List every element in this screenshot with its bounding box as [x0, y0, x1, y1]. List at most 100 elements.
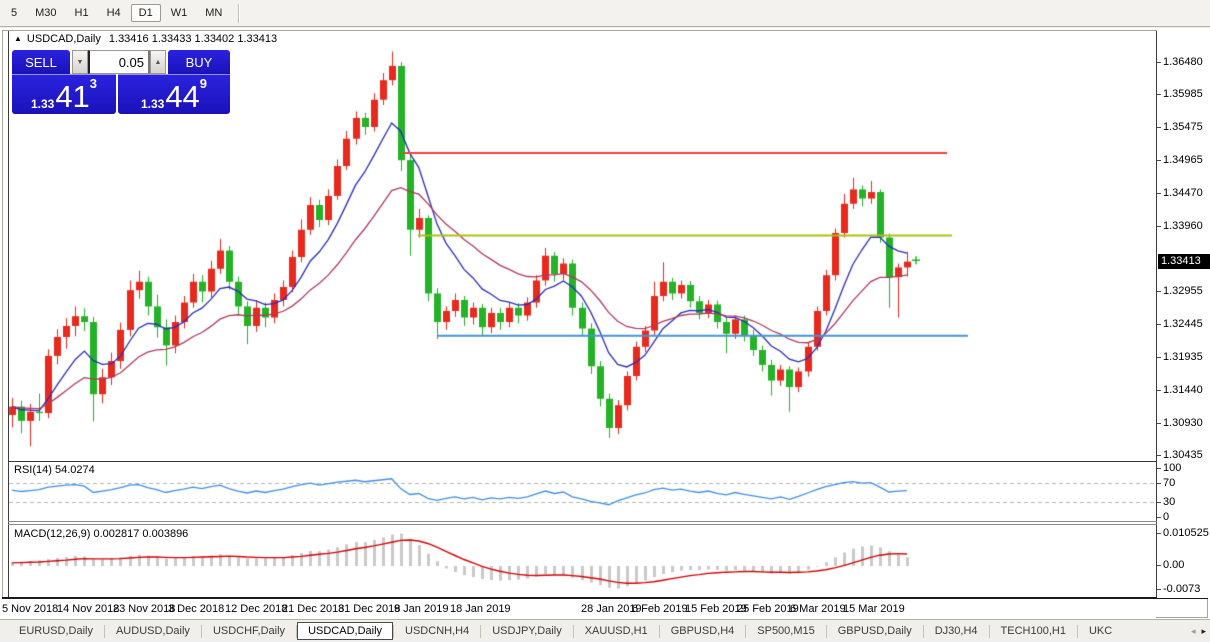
price-axis-label: 1.33960: [1163, 220, 1203, 232]
date-axis-label: 31 Dec 2018: [338, 603, 401, 615]
tab-ukc[interactable]: UKC: [1088, 625, 1113, 637]
tf-button-D1[interactable]: D1: [130, 4, 161, 22]
macd-indicator-name: MACD(12,26,9): [14, 528, 91, 540]
date-axis-label: 6 Feb 2019: [632, 603, 688, 615]
price-axis-label-tick: [1157, 357, 1161, 358]
price-axis-label-tick: [1157, 324, 1161, 325]
tf-button-H4[interactable]: H4: [106, 7, 121, 19]
buy-price-sup: 9: [199, 76, 208, 91]
tab-sp500-m15[interactable]: SP500,M15: [757, 625, 815, 637]
tab-separator: [480, 624, 482, 638]
tab-separator: [825, 624, 827, 638]
tf-button-M30[interactable]: M30: [35, 7, 57, 19]
buy-price-panel[interactable]: 1.33 44 9: [118, 74, 230, 114]
volume-input[interactable]: [88, 50, 150, 74]
chart-left-border: [8, 31, 9, 598]
price-axis-label: 1.30930: [1163, 417, 1203, 429]
price-axis-label: 1.31440: [1163, 384, 1203, 396]
macd-indicator-values: 0.002817 0.003896: [93, 528, 189, 540]
date-axis-label: 14 Nov 2018: [57, 603, 120, 615]
tab-scroll-arrows: ◂ ▸: [1191, 626, 1206, 637]
tab-eurusd-daily[interactable]: EURUSD,Daily: [19, 625, 93, 637]
price-axis-label-tick: [1157, 455, 1161, 456]
date-axis-label: 12 Dec 2018: [225, 603, 288, 615]
collapse-chart-icon[interactable]: ▲: [14, 34, 22, 43]
rsi-indicator-name: RSI(14): [14, 464, 52, 476]
price-axis-label: 1.35985: [1163, 88, 1203, 100]
volume-decrease-button[interactable]: ▼: [72, 50, 88, 74]
tf-button-MN[interactable]: MN: [205, 7, 223, 19]
chart-window: ▲ USDCAD,Daily 1.33416 1.33433 1.33402 1.3…: [0, 28, 1210, 619]
rsi-axis-label: 100: [1163, 462, 1182, 474]
price-axis[interactable]: 1.36480 1.35985 1.35475 1.34965 1.34470 1.339…: [1157, 28, 1210, 598]
rsi-macd-splitter-top[interactable]: [8, 521, 1208, 522]
chart-right-border: [1156, 31, 1157, 598]
tab-scroll-left-icon[interactable]: ◂: [1190, 625, 1196, 636]
rsi-axis-label: 30: [1163, 496, 1176, 508]
sell-price-small: 1.33: [30, 97, 55, 111]
tab-gbpusd-daily[interactable]: GBPUSD,Daily: [837, 625, 912, 637]
price-axis-label-tick: [1157, 127, 1161, 128]
tab-usdcad-daily[interactable]: USDCAD,Daily: [297, 622, 394, 640]
window-top-border: [2, 30, 1208, 31]
price-axis-label: 1.34965: [1163, 154, 1203, 166]
price-axis-label: 1.32445: [1163, 318, 1203, 330]
tab-xauusd-h1[interactable]: XAUUSD,H1: [584, 625, 648, 637]
date-axis[interactable]: 5 Nov 2018 14 Nov 2018 23 Nov 2018 3 Dec 20…: [0, 599, 1156, 618]
rsi-axis-label: 70: [1163, 477, 1176, 489]
rsi-macd-splitter-bottom[interactable]: [8, 524, 1208, 525]
price-axis-label-tick: [1157, 160, 1161, 161]
macd-pane-label: MACD(12,26,9) 0.002817 0.003896: [14, 528, 188, 540]
tab-separator: [103, 624, 105, 638]
tf-button-5[interactable]: 5: [11, 7, 18, 19]
sell-price-panel[interactable]: 1.33 41 3: [12, 74, 116, 114]
price-axis-label: 1.31935: [1163, 351, 1203, 363]
tf-button-W1[interactable]: W1: [170, 7, 188, 19]
price-axis-label: 1.30435: [1163, 449, 1203, 461]
rsi-indicator-value: 54.0274: [54, 464, 95, 476]
tab-tech100-h1[interactable]: TECH100,H1: [1000, 625, 1066, 637]
tf-button-H1[interactable]: H1: [74, 7, 89, 19]
price-axis-label: 1.32955: [1163, 285, 1203, 297]
tab-separator: [745, 624, 747, 638]
price-axis-label: 1.35475: [1163, 121, 1203, 133]
tab-separator: [393, 624, 395, 638]
main-rsi-separator: [8, 461, 1208, 462]
tab-separator: [988, 624, 990, 638]
rsi-axis-label-tick: [1157, 483, 1161, 484]
tab-scroll-right-icon[interactable]: ▸: [1201, 625, 1206, 636]
current-price-tag: 1.33413: [1158, 254, 1210, 269]
tab-audusd-daily[interactable]: AUDUSD,Daily: [115, 625, 190, 637]
volume-increase-button[interactable]: ▲: [150, 50, 166, 74]
tab-dj30-h4[interactable]: DJ30,H4: [934, 625, 978, 637]
tab-usdchf-daily[interactable]: USDCHF,Daily: [212, 625, 286, 637]
chevron-down-icon: ▼: [76, 58, 84, 66]
date-axis-label: 21 Dec 2018: [282, 603, 345, 615]
tab-gbpusd-h4[interactable]: GBPUSD,H4: [670, 625, 735, 637]
buy-price-big: 44: [165, 79, 200, 114]
tab-items: EURUSD,Daily AUDUSD,Daily USDCHF,Daily USDC…: [8, 622, 1123, 640]
tab-usdcnh-h4[interactable]: USDCNH,H4: [405, 625, 470, 637]
date-axis-label: 3 Dec 2018: [168, 603, 225, 615]
buy-button[interactable]: BUY: [168, 50, 230, 74]
price-axis-label: 1.34470: [1163, 187, 1203, 199]
tab-usdjpy-daily[interactable]: USDJPY,Daily: [492, 625, 562, 637]
chart-ohlc-values: 1.33416 1.33433 1.33402 1.33413: [108, 33, 278, 45]
chart-canvas[interactable]: [0, 28, 1210, 619]
macd-axis-label-tick: [1157, 589, 1161, 590]
macd-axis-label: 0.00: [1163, 559, 1185, 571]
chart-title: ▲ USDCAD,Daily 1.33416 1.33433 1.33402 1.3…: [14, 33, 277, 45]
price-axis-label: 1.36480: [1163, 56, 1203, 68]
sell-price-sup: 3: [89, 76, 98, 91]
time-axis-line: [2, 597, 1208, 599]
sell-button[interactable]: SELL: [12, 50, 70, 74]
sell-price-big: 41: [55, 79, 90, 114]
rsi-axis-label: 0: [1163, 511, 1170, 523]
date-axis-label: 28 Jan 2019: [581, 603, 642, 615]
macd-axis-label: 0.010525: [1163, 527, 1209, 539]
rsi-axis-label-tick: [1157, 517, 1161, 518]
tab-separator: [922, 624, 924, 638]
date-axis-label: 6 Mar 2019: [790, 603, 846, 615]
